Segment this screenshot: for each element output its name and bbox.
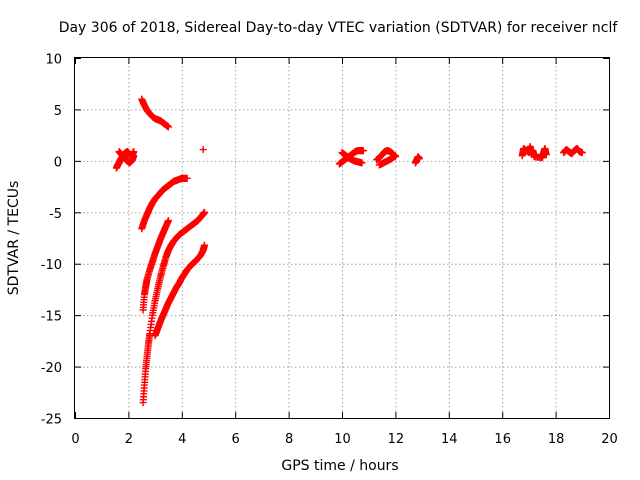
data-point [542,151,550,159]
x-tick-label: 10 [334,432,351,447]
series-sat_f [139,208,208,407]
x-tick-label: 4 [178,432,186,447]
data-point [130,152,138,160]
data-point [358,159,366,167]
y-tick-label: -20 [41,361,62,376]
series-sat_j [338,149,366,167]
data-points [112,95,586,407]
series-sat_l [375,152,399,169]
x-tick-label: 2 [125,432,133,447]
y-tick-label: -15 [41,310,62,325]
series-sat_n [518,142,550,162]
series-sat_c [138,95,172,131]
x-tick-label: 18 [548,432,565,447]
data-point [199,146,207,154]
series-sat_m [411,153,423,167]
series-sat_o [560,145,586,158]
data-point [183,174,191,182]
y-tick-label: 10 [45,53,62,68]
y-tick-label: -25 [41,413,62,428]
y-tick-label: 5 [54,104,62,119]
data-point [415,155,423,163]
series-sat_d [138,174,191,233]
x-axis-label: GPS time / hours [281,458,398,474]
series-sat_h [199,146,207,154]
x-tick-label: 8 [285,432,293,447]
y-tick-label: -5 [49,207,62,222]
series-sat_e [139,217,172,314]
data-point [200,208,208,216]
data-point [359,147,367,155]
series-sat_b [115,148,138,167]
x-tick-label: 6 [232,432,240,447]
y-tick-labels: 10 5 0 -5 -10 -15 -20 -25 [41,53,62,428]
chart-title: Day 306 of 2018, Sidereal Day-to-day VTE… [59,20,619,36]
series-sat_g [151,241,208,340]
x-tick-label: 16 [494,432,511,447]
data-point [164,217,172,225]
data-point [164,123,172,131]
y-tick-label: 0 [54,155,62,170]
x-tick-label: 12 [388,432,405,447]
x-tick-labels: 0 2 4 6 8 10 12 14 16 18 20 [71,432,617,447]
data-point [200,241,208,249]
plot-frame [74,57,610,419]
data-point [391,152,399,160]
y-axis-label: SDTVAR / TECUs [6,181,22,296]
data-point [578,149,586,157]
x-tick-label: 20 [601,432,618,447]
x-tick-label: 0 [71,432,79,447]
y-tick-label: -10 [41,258,62,273]
x-tick-label: 14 [441,432,458,447]
